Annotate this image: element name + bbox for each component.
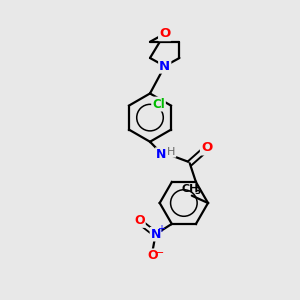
Text: Cl: Cl — [152, 98, 165, 111]
Text: 3: 3 — [194, 187, 200, 196]
Text: N: N — [159, 60, 170, 73]
Text: O: O — [159, 27, 170, 40]
Text: +: + — [157, 224, 165, 234]
Text: −: − — [154, 248, 164, 258]
Text: O: O — [134, 214, 145, 227]
Text: N: N — [150, 228, 161, 241]
Text: N: N — [156, 148, 166, 161]
Text: H: H — [167, 147, 176, 157]
Text: O: O — [201, 141, 212, 154]
Text: O: O — [147, 249, 158, 262]
Text: CH: CH — [182, 184, 199, 194]
